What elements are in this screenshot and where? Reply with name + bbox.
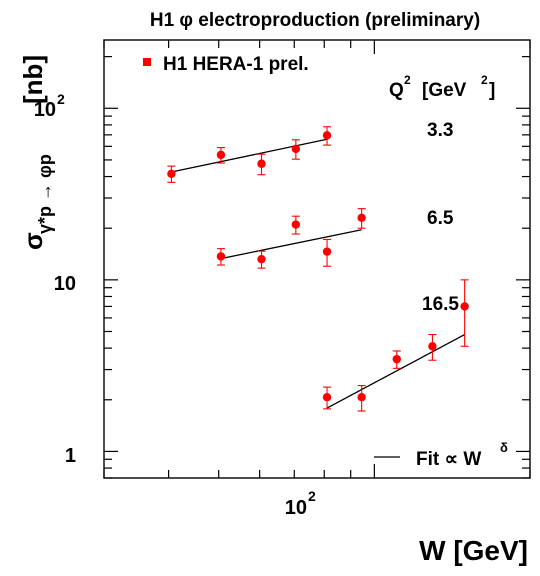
data-marker: [291, 144, 301, 154]
data-marker: [322, 393, 332, 402]
series-3-3-fit-line: [171, 138, 328, 173]
y-tick-label-1-text: 1: [65, 445, 76, 467]
data-marker: [357, 393, 366, 402]
y-axis-label: σ γ*p → φp [nb]: [18, 55, 55, 250]
data-marker: [322, 131, 332, 140]
x-tick-label-100-base: 10: [285, 497, 307, 519]
legend-fit-label: Fit ∝ W: [416, 449, 481, 470]
q2-header-exp: 2: [404, 73, 411, 87]
axis-ticks: [103, 40, 531, 479]
q2-header: Q 2 [GeV 2 ]: [389, 73, 495, 101]
series-6-5-point: [257, 250, 266, 269]
data-marker: [357, 213, 366, 222]
series-6-5-point: [291, 215, 301, 235]
legend-data-label: H1 HERA-1 prel.: [163, 54, 309, 75]
q2-header-unit-exp: 2: [481, 73, 488, 87]
series-label-q2-3-3: 3.3: [427, 120, 453, 141]
data-marker: [322, 247, 332, 256]
data-marker: [460, 302, 469, 311]
y-tick-label-100-base: 10: [34, 99, 56, 121]
data-marker: [216, 252, 226, 261]
data-marker: [167, 169, 176, 179]
series-3-3-point: [257, 153, 266, 176]
series-16-5-point: [428, 333, 437, 361]
series-3-3-point: [291, 139, 301, 160]
x-tick-label-100: 10 2: [285, 488, 316, 519]
y-axis-label-subscript: γ*p → φp: [35, 154, 55, 234]
legend: H1 HERA-1 prel. Fit ∝ W δ: [143, 54, 508, 470]
q2-header-base: Q: [389, 80, 404, 101]
data-marker: [216, 150, 226, 160]
series-16-5-point: [357, 385, 366, 412]
series-3-3-point: [167, 165, 176, 183]
series-6-5-point: [322, 238, 332, 267]
x-axis-label: W [GeV]: [419, 535, 528, 566]
series-6-5-point: [216, 248, 226, 266]
q2-header-unit: [GeV: [422, 80, 467, 101]
data-marker: [428, 342, 437, 351]
data-marker: [291, 220, 301, 229]
series-3-3-point: [322, 126, 332, 146]
legend-data-marker: [143, 58, 151, 66]
y-tick-label-1: 1: [65, 445, 76, 467]
legend-fit-exponent: δ: [500, 440, 508, 455]
y-tick-label-100: 10 2: [34, 91, 65, 121]
plot-frame: [103, 39, 531, 479]
series-3-3-point: [216, 147, 226, 164]
chart-title: H1 φ electroproduction (preliminary): [150, 10, 480, 31]
series-16-5-fit-line: [326, 333, 465, 409]
y-axis-label-unit: [nb]: [18, 55, 48, 104]
series-6-5-fit-line: [220, 229, 362, 260]
data-marker: [392, 354, 401, 364]
data-marker: [257, 159, 266, 168]
y-tick-label-10-text: 10: [54, 273, 76, 295]
x-tick-label-100-exp: 2: [308, 488, 316, 504]
plot-area: [167, 126, 469, 412]
series-16-5-point: [460, 279, 469, 347]
data-marker: [257, 254, 266, 264]
y-axis-label-sigma: σ: [18, 232, 48, 250]
series-16-5-point: [392, 350, 401, 369]
series-label-q2-6-5: 6.5: [427, 208, 454, 229]
q2-header-unit-close: ]: [489, 80, 495, 101]
series-16-5-point: [322, 386, 332, 410]
series-6-5-point: [357, 208, 366, 229]
y-tick-label-10: 10: [54, 273, 76, 295]
series-label-q2-16-5: 16.5: [422, 294, 459, 315]
y-tick-label-100-exp: 2: [57, 91, 65, 107]
